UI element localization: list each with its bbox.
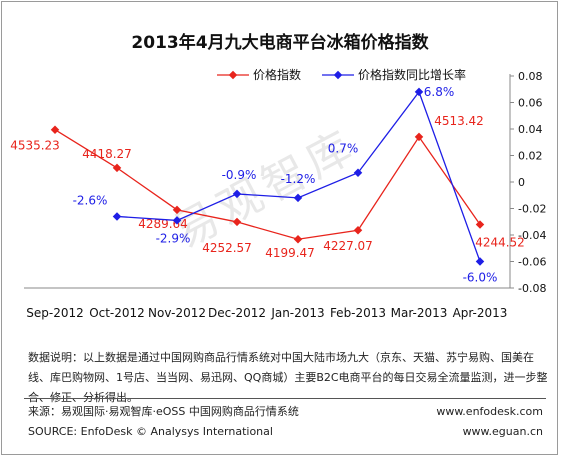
x-tick-label: Feb-2013 <box>330 306 386 320</box>
series-line-price-index <box>54 129 481 240</box>
legend-label-yoy-growth: 价格指数同比增长率 <box>358 67 466 82</box>
data-point-price-index <box>50 125 60 134</box>
y2-tick-label: 0 <box>518 176 525 189</box>
data-point-yoy-growth <box>112 212 122 221</box>
data-point-yoy-growth <box>353 168 363 177</box>
data-label-yoy-growth: -2.9% <box>156 231 191 245</box>
watermark-text: 易观智库 <box>165 120 366 259</box>
x-tick-label: Jan-2013 <box>270 306 324 320</box>
y2-tick-label: 0.02 <box>518 150 543 163</box>
y2-tick-label: -0.08 <box>518 282 546 295</box>
data-label-price-index: 4513.42 <box>434 114 484 128</box>
y2-tick-label: -0.06 <box>518 256 546 269</box>
data-point-yoy-growth <box>414 87 424 97</box>
x-tick-label: Oct-2012 <box>89 306 145 320</box>
data-label-price-index: 4535.23 <box>10 139 60 153</box>
chart-title: 2013年4月九大电商平台冰箱价格指数 <box>131 32 429 53</box>
x-tick-label: Nov-2012 <box>148 306 206 320</box>
source-site-enfodesk: www.enfodesk.com <box>436 405 543 418</box>
legend-marker-price-index <box>228 70 238 80</box>
source-line-cn: 来源：易观国际·易观智库·eOSS 中国网购商品行情系统 <box>28 405 299 418</box>
y2-tick-label: 0.08 <box>518 70 543 83</box>
source-site-eguan: www.eguan.cn <box>462 425 543 438</box>
data-label-yoy-growth: 0.7% <box>328 142 359 156</box>
data-label-yoy-growth: -1.2% <box>281 172 316 186</box>
data-label-price-index: 4418.27 <box>82 147 132 161</box>
data-label-price-index: 4252.57 <box>202 241 252 255</box>
data-label-yoy-growth: -0.9% <box>222 168 257 182</box>
data-label-price-index: 4244.52 <box>475 236 525 250</box>
data-point-yoy-growth <box>475 257 485 266</box>
legend-label-price-index: 价格指数 <box>253 67 301 82</box>
data-label-price-index: 4227.07 <box>323 239 373 253</box>
data-point-price-index <box>293 235 303 244</box>
x-tick-label: Mar-2013 <box>391 306 448 320</box>
data-label-yoy-growth: -2.6% <box>73 193 108 207</box>
legend-marker-yoy-growth <box>333 70 343 80</box>
x-tick-label: Apr-2013 <box>453 306 508 320</box>
y2-tick-label: -0.02 <box>518 203 546 216</box>
data-point-yoy-growth <box>293 193 303 203</box>
data-point-yoy-growth <box>232 189 242 199</box>
y2-tick-label: -0.04 <box>518 229 546 242</box>
y2-tick-label: 0.06 <box>518 97 543 110</box>
data-label-yoy-growth: 6.8% <box>424 85 455 99</box>
data-point-price-index <box>112 163 122 173</box>
data-point-price-index <box>475 220 485 229</box>
data-point-price-index <box>172 205 182 215</box>
y2-tick-label: 0.04 <box>518 123 543 136</box>
data-label-price-index: 4199.47 <box>265 246 315 260</box>
data-note: 数据说明：以上数据是通过中国网购商品行情系统对中国大陆市场九大（京东、天猫、苏宁… <box>28 351 548 404</box>
data-label-yoy-growth: -6.0% <box>463 271 498 285</box>
source-line-en: SOURCE: EnfoDesk © Analysys Internationa… <box>28 425 273 438</box>
data-point-price-index <box>232 217 242 227</box>
x-tick-label: Sep-2012 <box>26 306 84 320</box>
data-point-yoy-growth <box>172 216 182 225</box>
data-point-price-index <box>414 132 424 142</box>
x-tick-label: Dec-2012 <box>208 306 266 320</box>
data-point-price-index <box>353 226 363 235</box>
footer-divider <box>24 398 546 399</box>
